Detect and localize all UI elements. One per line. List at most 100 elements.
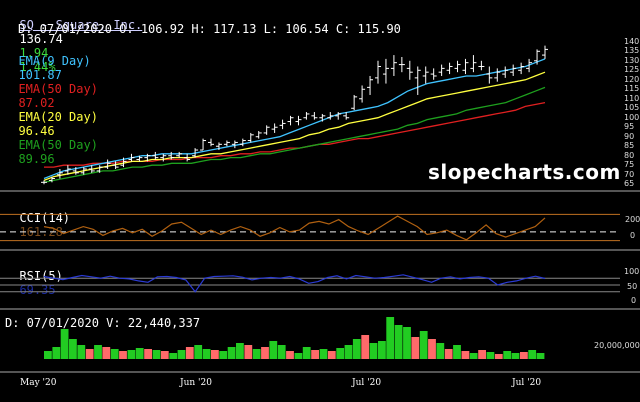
volume-bar (252, 349, 261, 359)
price-tick-label: 125 (624, 65, 640, 75)
volume-bar (528, 350, 537, 359)
volume-bar (69, 339, 77, 359)
last-price: 136.74 (19, 32, 63, 46)
volume-bar (102, 347, 111, 359)
rsi-tick-0: 0 (631, 296, 637, 305)
rsi-line (43, 274, 546, 293)
volume-bar (444, 349, 453, 359)
volume-bar (144, 349, 152, 359)
price-tick-label: 100 (624, 112, 640, 122)
volume-bar (344, 345, 353, 359)
volume-bar (503, 351, 512, 359)
volume-bar (277, 345, 286, 359)
volume-bar (160, 351, 169, 359)
volume-bar (169, 353, 178, 359)
volume-bar (261, 347, 269, 359)
price-tick-label: 135 (624, 46, 640, 56)
price-tick-label: 90 (624, 131, 635, 141)
volume-bar (428, 339, 436, 359)
price-tick-label: 115 (624, 84, 640, 94)
volume-bar (453, 345, 461, 359)
watermark: slopecharts.com (428, 160, 621, 184)
volume-bar (336, 348, 345, 359)
volume-bar (194, 345, 203, 359)
price-tick-label: 95 (624, 122, 635, 132)
ema-legend: EMA(9 Day) 101.87 EMA(50 Day) 87.02 EMA(… (4, 40, 98, 166)
ema50-green-label: EMA(50 Day) (18, 138, 98, 152)
volume-bar (94, 345, 102, 359)
x-label-jul-2: Jul '20 (512, 378, 542, 388)
ema9-label: EMA(9 Day) (18, 54, 91, 68)
volume-bar (311, 350, 319, 359)
volume-bar (185, 347, 194, 359)
volume-tick: 20,000,000 (594, 341, 640, 350)
price-header: SQ - Square, Inc. 136.74 1.94 1.44% (5, 4, 142, 74)
price-change-pct: 1.44% (19, 60, 56, 74)
volume-bar (411, 337, 420, 359)
cci-tick-0: 0 (630, 231, 636, 240)
price-tick-label: 65 (624, 179, 635, 189)
price-tick-label: 70 (624, 169, 635, 179)
volume-bar (110, 349, 119, 359)
volume-bar (119, 351, 127, 359)
price-tick-label: 110 (624, 93, 640, 103)
x-label-jul-1: Jul '20 (352, 378, 382, 388)
volume-bar (378, 341, 386, 359)
volume-bar (511, 353, 520, 359)
ohlc-line: D: 07/01/2020 O: 106.92 H: 117.13 L: 106… (18, 22, 401, 36)
volume-bar (352, 339, 361, 359)
price-tick-label: 80 (624, 150, 635, 160)
volume-bar (419, 331, 428, 359)
cci-tick-200: 200 (625, 215, 640, 224)
ema50-green-value: 89.96 (18, 152, 55, 166)
volume-bar (486, 352, 495, 359)
rsi-label: RSI(5) (19, 269, 63, 283)
volume-bar (394, 325, 403, 359)
volume-bar (60, 329, 69, 359)
volume-bar (327, 351, 336, 359)
volume-bar (227, 347, 236, 359)
price-change: 1.94 (19, 46, 49, 60)
price-tick-label: 105 (624, 103, 640, 113)
ema9-line (43, 58, 546, 180)
rsi-tick-100: 100 (624, 267, 640, 276)
price-tick-label: 140 (624, 36, 640, 46)
price-tick-label: 120 (624, 74, 640, 84)
volume-bar (152, 350, 161, 359)
rsi-value: 69.35 (19, 283, 56, 297)
volume-bar (520, 352, 528, 359)
volume-legend: D: 07/01/2020 V: 22,440,337 (5, 316, 201, 330)
volume-bar (135, 348, 144, 359)
symbol-link[interactable]: SQ - Square, Inc. (19, 18, 143, 32)
volume-bar (494, 354, 503, 359)
volume-bar (211, 350, 219, 359)
volume-bar (236, 343, 244, 359)
cci-line (43, 215, 546, 241)
price-tick-label: 130 (624, 55, 640, 65)
volume-bar (77, 345, 86, 359)
ema50-red-line (44, 101, 546, 168)
volume-bar (286, 351, 294, 359)
volume-bar (219, 351, 228, 359)
volume-bar (244, 345, 253, 359)
volume-bar (302, 347, 311, 359)
rsi-legend: RSI(5) 69.35 (5, 255, 63, 297)
x-label-jun: Jun '20 (180, 378, 212, 388)
ema9-value: 101.87 (18, 68, 62, 82)
volume-bar (44, 351, 52, 359)
x-label-may: May '20 (20, 378, 57, 388)
volume-bar (386, 317, 395, 359)
volume-bar (461, 351, 470, 359)
rsi-tick-50: 50 (627, 282, 638, 291)
volume-bar (85, 349, 94, 359)
ema20-value: 96.46 (18, 124, 55, 138)
ema20-label: EMA(20 Day) (18, 110, 98, 124)
ema50-red-value: 87.02 (18, 96, 55, 110)
volume-bar (361, 335, 370, 359)
volume-bar (369, 343, 378, 359)
ema50-green-line (43, 86, 546, 183)
volume-bar (478, 350, 486, 359)
volume-bar (127, 350, 136, 359)
volume-bar (436, 343, 445, 359)
